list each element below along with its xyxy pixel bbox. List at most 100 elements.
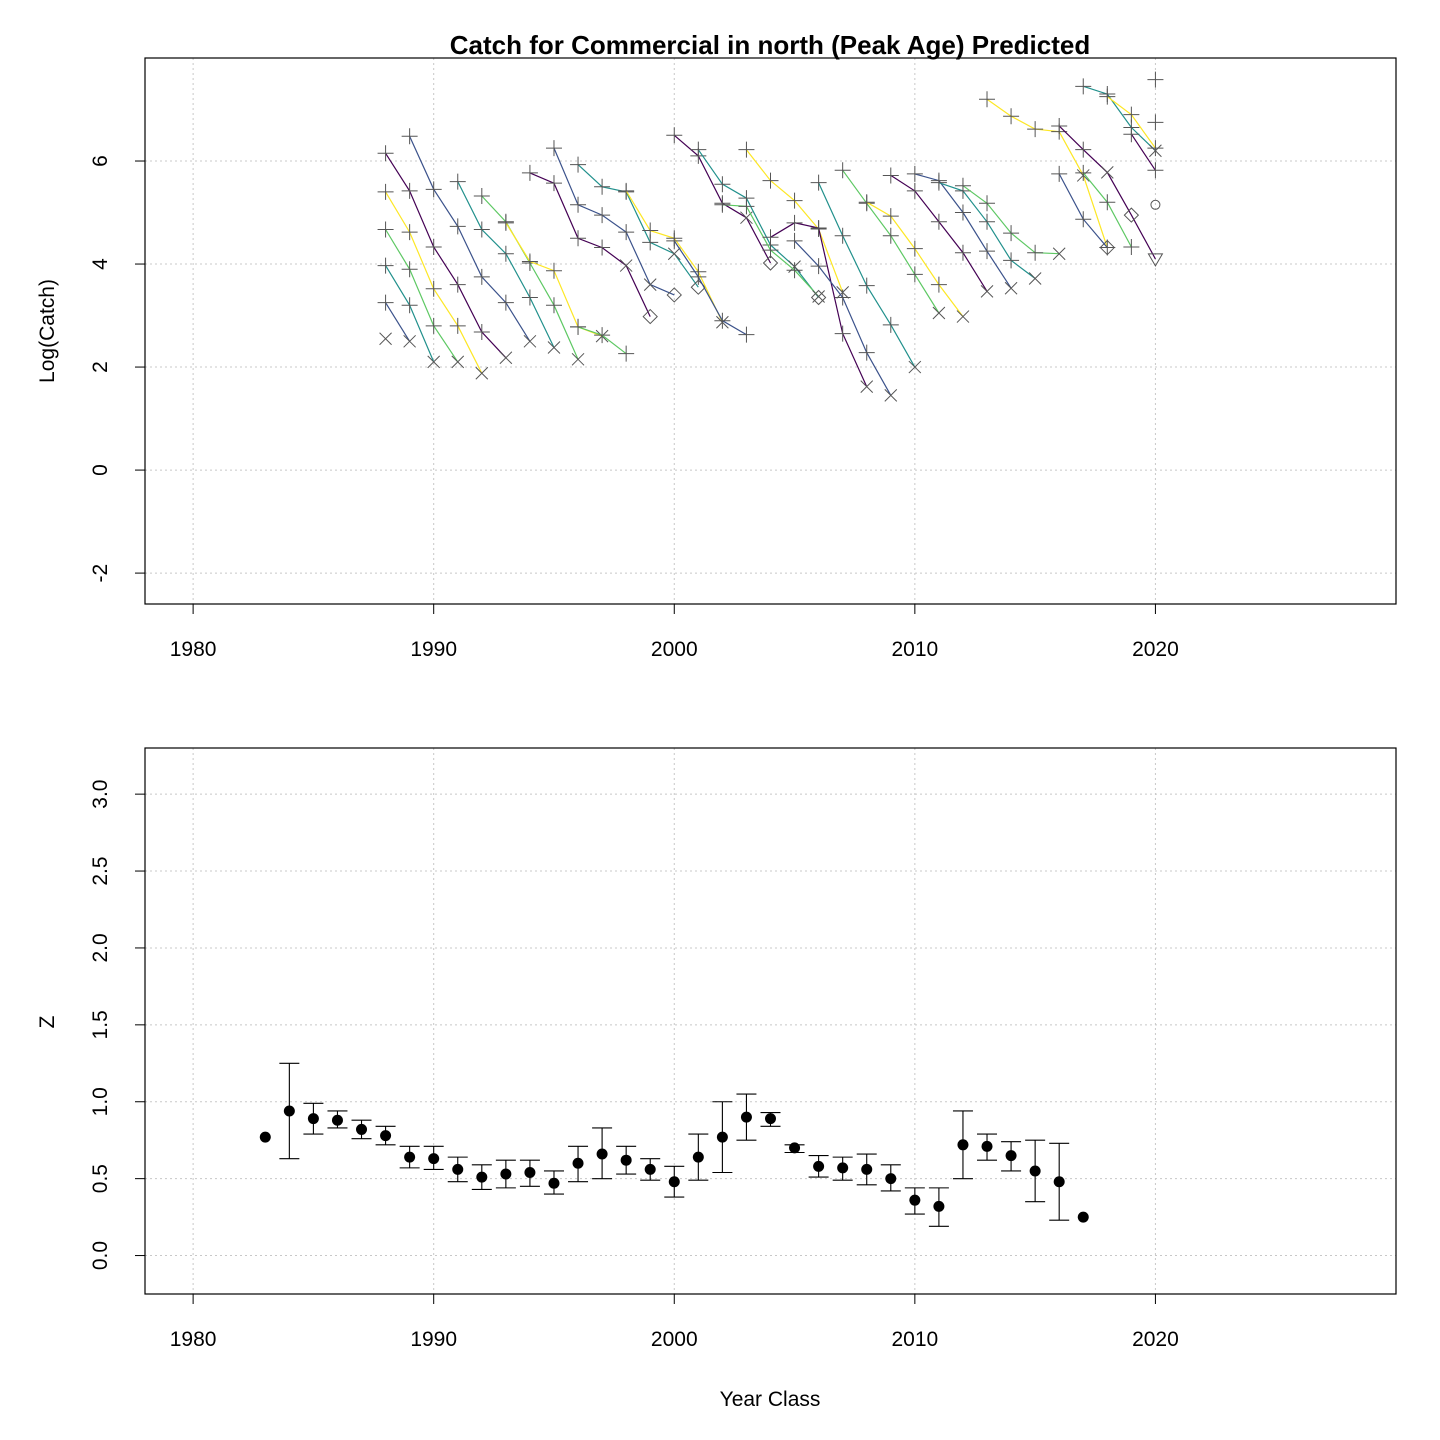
plus-marker — [762, 172, 779, 189]
z-point — [331, 1114, 343, 1126]
plus-marker — [714, 312, 731, 329]
z-point — [933, 1200, 945, 1212]
z-point — [356, 1123, 368, 1135]
plus-marker — [521, 289, 538, 306]
diamond-marker — [666, 287, 682, 303]
plus-marker — [930, 276, 947, 293]
plus-marker — [979, 91, 996, 108]
z-point — [957, 1139, 969, 1151]
plus-marker — [594, 178, 611, 195]
plus-marker — [449, 276, 466, 293]
cohort-line-2012 — [986, 98, 1108, 248]
z-point — [524, 1166, 536, 1178]
z-y-tick-label: 2.5 — [89, 856, 112, 885]
plus-marker — [1075, 141, 1092, 158]
plus-marker — [473, 188, 490, 205]
plus-marker — [497, 294, 514, 311]
y-axis-label-catch: Log(Catch) — [36, 279, 59, 383]
z-x-tick-label: 1980 — [170, 1328, 217, 1351]
plus-marker — [882, 208, 899, 225]
plus-marker — [401, 297, 418, 314]
z-point — [283, 1105, 295, 1117]
catch-x-tick-label: 1980 — [170, 638, 217, 661]
plus-marker — [979, 243, 996, 260]
z-point — [861, 1163, 873, 1175]
plus-marker — [570, 156, 587, 173]
cohort-line-2013 — [1058, 125, 1156, 260]
plus-marker — [377, 294, 394, 311]
plus-marker — [1027, 244, 1044, 261]
plus-marker — [882, 227, 899, 244]
plus-marker — [377, 221, 394, 238]
plus-marker — [882, 167, 899, 184]
plus-marker — [594, 239, 611, 256]
plus-marker — [377, 145, 394, 162]
z-point — [789, 1142, 801, 1154]
plus-marker — [930, 174, 947, 191]
plus-marker — [521, 164, 538, 181]
plus-marker — [401, 128, 418, 145]
cross-marker — [908, 360, 922, 374]
plus-marker — [834, 162, 851, 179]
plus-marker — [449, 317, 466, 334]
plus-marker — [1123, 106, 1140, 123]
plus-marker — [1099, 194, 1116, 211]
plus-marker — [594, 207, 611, 224]
x-axis-label-year-class: Year Class — [720, 1388, 821, 1411]
cross-marker — [956, 310, 970, 323]
z-point — [692, 1151, 704, 1163]
plus-marker — [1099, 88, 1116, 105]
cohort-line-1989 — [409, 136, 531, 342]
plus-marker — [1027, 121, 1044, 138]
plus-marker — [1147, 162, 1164, 179]
z-y-tick-label: 2.0 — [89, 933, 112, 962]
cross-marker — [571, 352, 585, 366]
z-point — [813, 1160, 825, 1172]
plus-marker — [1147, 114, 1164, 131]
plus-marker — [618, 345, 635, 362]
z-point — [500, 1168, 512, 1180]
plus-marker — [906, 266, 923, 283]
plus-marker — [979, 213, 996, 230]
plus-marker — [425, 280, 442, 297]
plus-marker — [786, 192, 803, 209]
plus-marker — [521, 253, 538, 270]
z-point — [837, 1162, 849, 1174]
cohort-line-2018 — [1130, 133, 1156, 171]
cross-marker — [643, 278, 657, 291]
plus-marker — [1147, 140, 1164, 157]
diamond-marker — [810, 289, 827, 306]
z-point — [404, 1151, 416, 1163]
cohort-line-2015 — [1083, 85, 1156, 152]
plus-marker — [810, 174, 827, 191]
cohort-line-1999 — [673, 240, 747, 336]
cross-marker — [1028, 272, 1042, 285]
cross-marker — [403, 334, 416, 348]
plus-marker — [1123, 239, 1140, 256]
z-point — [259, 1131, 271, 1143]
plus-marker — [570, 196, 587, 213]
cross-marker — [1052, 247, 1066, 261]
cohort-line-2014 — [1058, 173, 1108, 248]
z-point — [1005, 1150, 1017, 1162]
z-y-tick-label: 3.0 — [89, 780, 112, 809]
plus-marker — [545, 297, 562, 314]
cross-marker — [427, 355, 441, 369]
cross-marker — [499, 351, 513, 365]
plus-marker — [618, 224, 635, 241]
z-point — [668, 1176, 680, 1188]
cohort-line-1984 — [385, 302, 411, 342]
z-point — [909, 1194, 921, 1206]
z-point — [716, 1131, 728, 1143]
plus-marker — [401, 224, 418, 241]
plus-marker — [954, 204, 971, 221]
catch-plot-frame — [144, 57, 1397, 605]
z-plot-frame — [144, 747, 1397, 1295]
plus-marker — [1051, 117, 1068, 134]
plus-marker — [882, 316, 899, 333]
cross-marker — [860, 380, 874, 393]
z-point — [740, 1111, 752, 1123]
catch-x-tick-label: 2000 — [651, 638, 698, 661]
plus-marker — [906, 240, 923, 257]
plus-marker — [834, 227, 851, 244]
